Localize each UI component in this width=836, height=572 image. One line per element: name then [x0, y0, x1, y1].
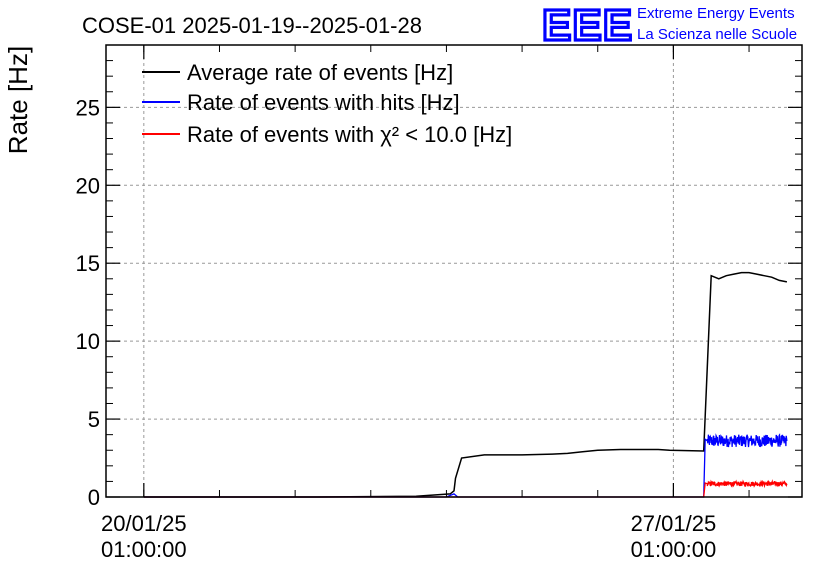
- grid-lines: [106, 45, 802, 497]
- plot-frame: [105, 44, 803, 498]
- eee-logo: EEE Extreme Energy Events La Scienza nel…: [540, 0, 797, 52]
- y-tick-label: 15: [76, 251, 100, 276]
- y-tick-label: 20: [76, 173, 100, 198]
- logo-line-1: Extreme Energy Events: [637, 5, 795, 22]
- series-line-2: [143, 433, 788, 498]
- x-tick-label-time: 01:00:00: [101, 537, 187, 562]
- logo-eee-text: EEE: [542, 1, 633, 50]
- legend-label-3: Rate of events with χ² < 10.0 [Hz]: [187, 122, 512, 147]
- series-line-1: [143, 271, 788, 498]
- y-tick-label: 0: [88, 485, 100, 510]
- x-tick-label-time: 01:00:00: [631, 537, 717, 562]
- y-axis-label: Rate [Hz]: [3, 46, 33, 154]
- y-tick-label: 10: [76, 329, 100, 354]
- axis-ticks: [106, 44, 802, 498]
- legend: Average rate of events [Hz] Rate of event…: [142, 60, 512, 147]
- series-lines: [143, 271, 788, 498]
- chart-title: COSE-01 2025-01-19--2025-01-28: [82, 13, 422, 38]
- x-tick-label-date: 20/01/25: [101, 511, 187, 536]
- y-tick-label: 25: [76, 95, 100, 120]
- y-tick-label: 5: [88, 407, 100, 432]
- legend-label-1: Average rate of events [Hz]: [187, 60, 453, 85]
- legend-label-2: Rate of events with hits [Hz]: [187, 90, 460, 115]
- tick-labels: 051015202520/01/2501:00:0027/01/2501:00:…: [76, 95, 717, 562]
- x-tick-label-date: 27/01/25: [631, 511, 717, 536]
- series-line-3: [143, 479, 788, 498]
- logo-line-2: La Scienza nelle Scuole: [637, 26, 797, 43]
